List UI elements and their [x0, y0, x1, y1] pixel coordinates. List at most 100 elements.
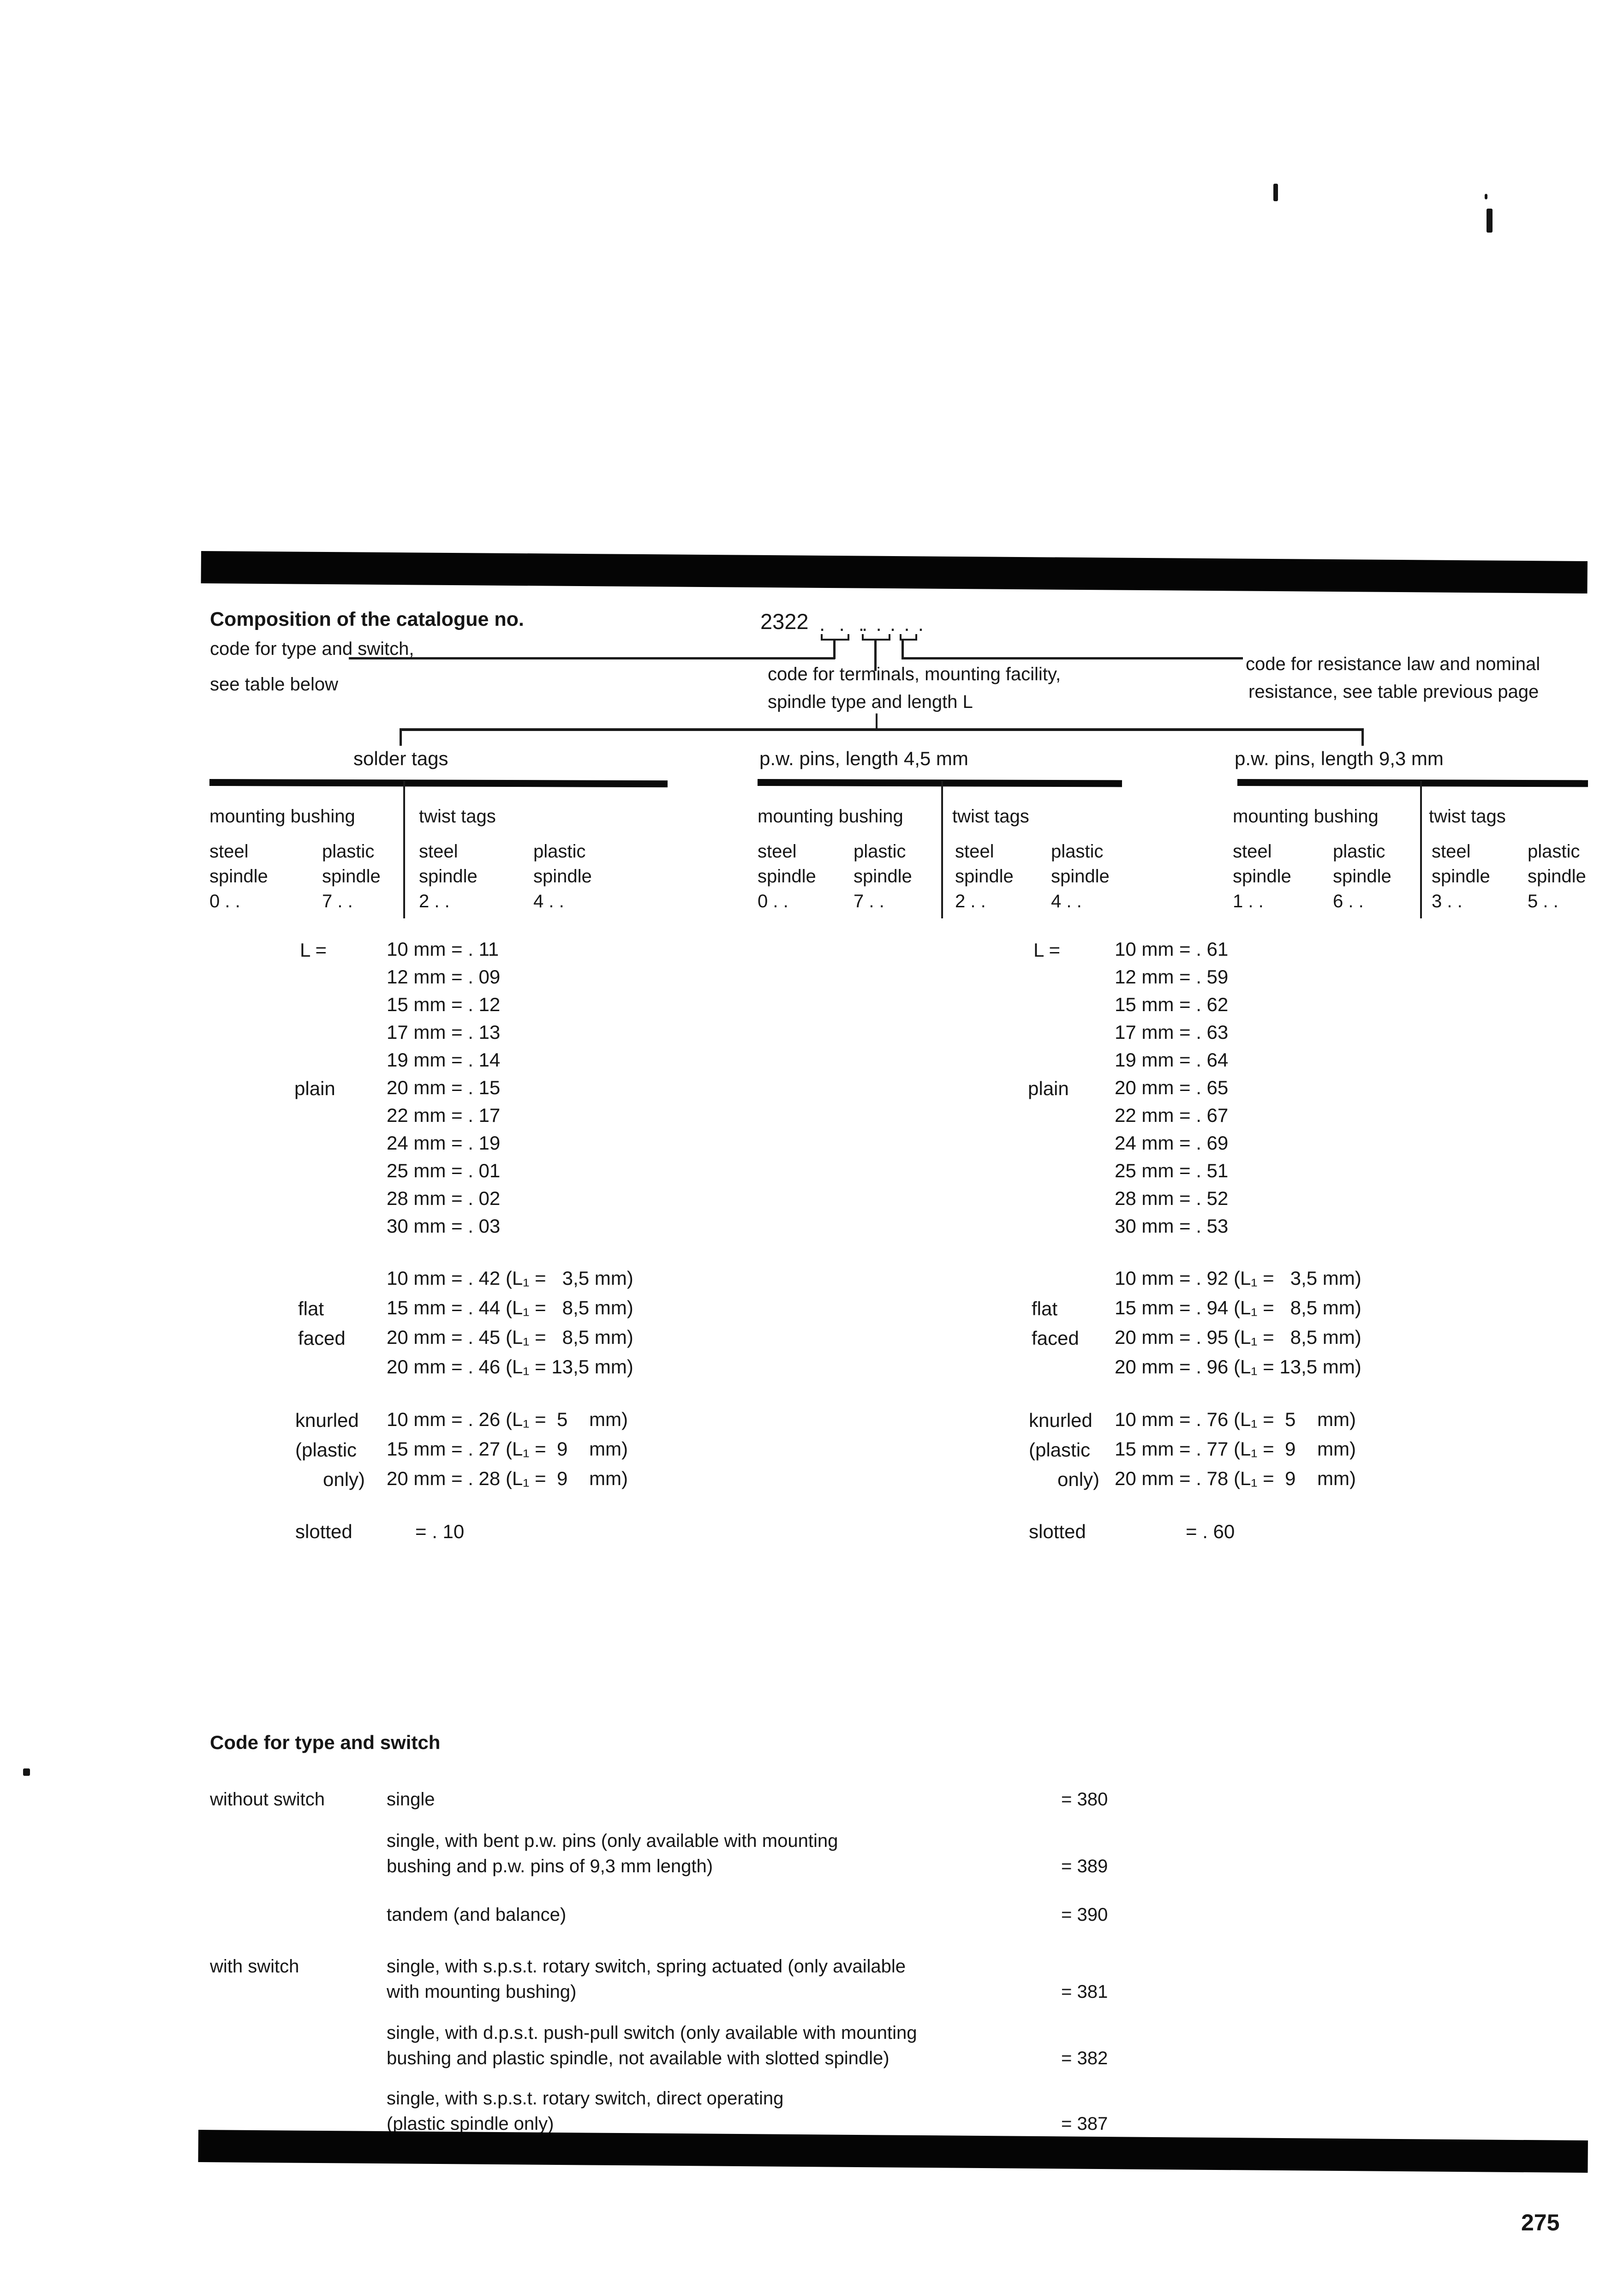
column-code: 5 . .	[1528, 891, 1558, 911]
with-switch-label: with switch	[210, 1956, 299, 1977]
column-part: spindle	[1233, 866, 1291, 887]
knurled-label-line2: (plastic	[1029, 1439, 1091, 1461]
column-code: 4 . .	[533, 891, 564, 911]
switch-item-code: = 390	[1061, 1905, 1108, 1925]
code-row: 28 mm = . 52	[1115, 1187, 1229, 1209]
column-code: 7 . .	[854, 891, 884, 911]
group-title-pw-pins-93: p.w. pins, length 9,3 mm	[1235, 748, 1444, 769]
flat-length-list: 10 mm = . 42 (L₁ = 3,5 mm) 15 mm = . 44 (…	[387, 1264, 633, 1382]
column-part: spindle	[758, 866, 816, 887]
column-code: 2 . .	[419, 891, 450, 911]
length-label: L =	[300, 939, 327, 961]
flat-label-line2: faced	[298, 1327, 346, 1349]
column-material: steel	[419, 841, 458, 862]
slotted-value: = . 60	[1186, 1521, 1235, 1542]
column-code: 0 . .	[758, 891, 788, 911]
type-switch-pointer-label-line1: code for type and switch,	[210, 639, 414, 659]
bushing-label: mounting bushing	[758, 806, 903, 827]
code-row: 10 mm = . 11	[387, 938, 499, 960]
column-code: 1 . .	[1233, 891, 1264, 911]
column-part: spindle	[1528, 866, 1586, 887]
twist-label: twist tags	[1429, 806, 1506, 827]
page-title: Composition of the catalogue no.	[210, 608, 524, 630]
table-divider-pw45	[941, 781, 943, 918]
column-material: plastic	[854, 841, 906, 862]
code-row: 15 mm = . 12	[387, 994, 501, 1015]
column-material: steel	[209, 841, 249, 862]
column-material: steel	[758, 841, 797, 862]
ink-speck	[23, 1768, 30, 1776]
column-part: spindle	[854, 866, 912, 887]
column-material: plastic	[1051, 841, 1104, 862]
switch-item-text: single, with s.p.s.t. rotary switch, spr…	[387, 1956, 906, 1977]
knurled-length-list: 10 mm = . 26 (L₁ = 5 mm) 15 mm = . 27 (L₁…	[387, 1405, 628, 1493]
code-row: 24 mm = . 69	[1115, 1132, 1229, 1154]
catalogue-dots-group2: . . . . .	[862, 613, 925, 635]
column-code: 0 . .	[209, 891, 240, 911]
plain-label: plain	[1028, 1078, 1069, 1099]
knurled-length-list: 10 mm = . 76 (L₁ = 5 mm) 15 mm = . 77 (L₁…	[1115, 1405, 1356, 1493]
table-divider-solder	[403, 781, 405, 918]
column-material: steel	[955, 841, 994, 862]
code-row: 25 mm = . 01	[387, 1160, 501, 1181]
code-row: 28 mm = . 02	[387, 1187, 501, 1209]
column-material: plastic	[1333, 841, 1385, 862]
group-title-solder-tags: solder tags	[353, 748, 448, 769]
code-row: 19 mm = . 64	[1115, 1049, 1229, 1071]
column-material: plastic	[1528, 841, 1580, 862]
knurled-label-line1: knurled	[295, 1409, 359, 1431]
code-row: 12 mm = . 59	[1115, 966, 1229, 988]
terminals-bracket-tick-left	[400, 728, 402, 746]
code-row: 24 mm = . 19	[387, 1132, 501, 1154]
column-material: plastic	[533, 841, 586, 862]
knurled-label-line1: knurled	[1029, 1409, 1093, 1431]
column-code: 2 . .	[955, 891, 986, 911]
connector-line-right	[902, 657, 1243, 659]
code-row: 22 mm = . 67	[1115, 1104, 1229, 1126]
code-row: 20 mm = . 96 (L₁ = 13,5 mm)	[1115, 1356, 1361, 1378]
code-row: 10 mm = . 76 (L₁ = 5 mm)	[1115, 1408, 1356, 1430]
code-row: 20 mm = . 28 (L₁ = 9 mm)	[387, 1468, 628, 1489]
catalogue-dots-group1: . . .	[819, 613, 869, 635]
switch-item-code: = 387	[1061, 2114, 1108, 2134]
code-row: 15 mm = . 77 (L₁ = 9 mm)	[1115, 1438, 1356, 1460]
code-row: 17 mm = . 63	[1115, 1021, 1229, 1043]
top-banner-bar	[201, 551, 1588, 594]
switch-item-text: single, with s.p.s.t. rotary switch, dir…	[387, 2088, 784, 2109]
catalogue-number: 2322	[760, 609, 809, 634]
code-row: 20 mm = . 95 (L₁ = 8,5 mm)	[1115, 1326, 1361, 1348]
column-code: 4 . .	[1051, 891, 1082, 911]
code-row: 25 mm = . 51	[1115, 1160, 1229, 1181]
table-divider-pw93	[1420, 781, 1422, 918]
column-code: 3 . .	[1432, 891, 1463, 911]
code-row: 22 mm = . 17	[387, 1104, 501, 1126]
code-row: 10 mm = . 26 (L₁ = 5 mm)	[387, 1408, 628, 1430]
column-material: steel	[1432, 841, 1471, 862]
code-row: 15 mm = . 94 (L₁ = 8,5 mm)	[1115, 1297, 1361, 1318]
code-row: 12 mm = . 09	[387, 966, 501, 988]
without-switch-label: without switch	[210, 1789, 325, 1810]
digit-bracket-1-stem	[833, 640, 836, 659]
twist-label: twist tags	[952, 806, 1029, 827]
code-row: 19 mm = . 14	[387, 1049, 501, 1071]
switch-item-code: = 382	[1061, 2048, 1108, 2068]
ink-speck	[1485, 194, 1487, 199]
terminals-bracket-line	[400, 728, 1364, 731]
code-row: 20 mm = . 46 (L₁ = 13,5 mm)	[387, 1356, 633, 1378]
column-part: spindle	[209, 866, 268, 887]
digit-bracket-2-stem	[874, 640, 877, 671]
column-material: plastic	[322, 841, 375, 862]
switch-item-text: with mounting bushing)	[387, 1982, 577, 2002]
connector-line-left	[349, 657, 835, 659]
table-rule-pw93	[1237, 779, 1588, 787]
flat-label-line1: flat	[298, 1298, 324, 1319]
digit-bracket-3	[900, 634, 917, 641]
switch-item-text: tandem (and balance)	[387, 1905, 567, 1925]
code-row: 20 mm = . 78 (L₁ = 9 mm)	[1115, 1468, 1356, 1489]
code-row: 10 mm = . 42 (L₁ = 3,5 mm)	[387, 1267, 633, 1289]
code-row: 20 mm = . 15	[387, 1077, 501, 1098]
slotted-label: slotted	[1029, 1521, 1086, 1542]
resistance-label-line1: code for resistance law and nominal	[1246, 654, 1540, 674]
column-code: 6 . .	[1333, 891, 1364, 911]
bushing-label: mounting bushing	[1233, 806, 1379, 827]
